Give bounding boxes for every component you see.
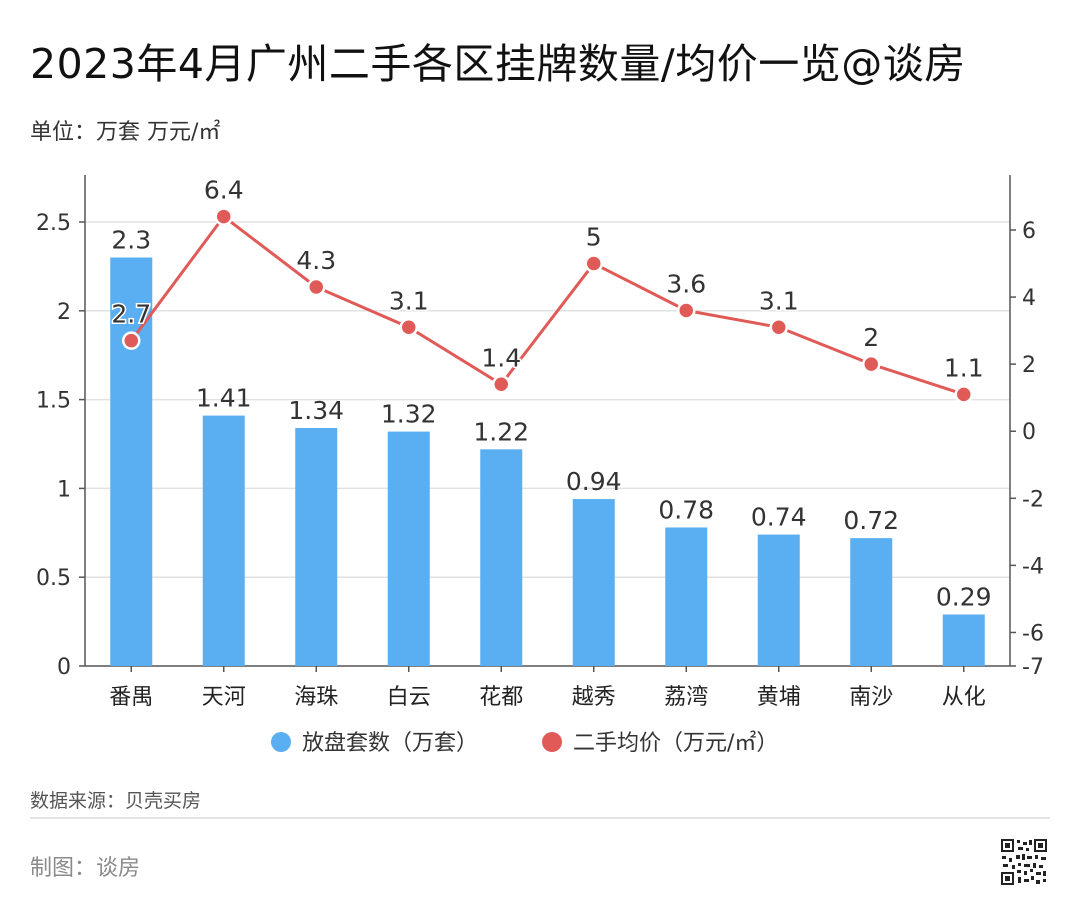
bar bbox=[202, 415, 245, 666]
price-point bbox=[769, 318, 788, 337]
bar bbox=[110, 257, 153, 666]
bar bbox=[295, 428, 338, 666]
legend-line-label: 二手均价（万元/㎡） bbox=[573, 730, 778, 756]
data-source: 数据来源：贝壳买房 bbox=[30, 790, 202, 812]
y-right-tick-label: -7 bbox=[1022, 655, 1044, 680]
qr-code-icon[interactable] bbox=[1000, 838, 1048, 886]
x-tick-label: 番禺 bbox=[109, 685, 153, 710]
price-value-label: 4.3 bbox=[296, 246, 336, 275]
price-value-label: 3.1 bbox=[389, 286, 429, 315]
bar-value-label: 1.34 bbox=[288, 396, 344, 425]
unit-label: 单位：万套 万元/㎡ bbox=[30, 120, 221, 145]
x-tick-label: 花都 bbox=[479, 685, 523, 710]
bar-value-label: 1.32 bbox=[381, 400, 437, 429]
y-left-tick-label: 2.5 bbox=[36, 211, 71, 236]
y-right-tick-label: -6 bbox=[1022, 621, 1044, 646]
price-point bbox=[677, 301, 696, 320]
y-left-tick-label: 1.5 bbox=[36, 389, 71, 414]
price-value-label: 6.4 bbox=[204, 176, 244, 205]
price-line bbox=[130, 215, 965, 396]
x-tick-label: 白云 bbox=[387, 685, 431, 710]
y-right-tick-label: -2 bbox=[1022, 487, 1044, 512]
price-value-label: 3.6 bbox=[666, 269, 706, 298]
chart-title: 2023年4月广州二手各区挂牌数量/均价一览@谈房 bbox=[30, 40, 966, 88]
price-point bbox=[307, 277, 326, 297]
bar-value-label: 0.78 bbox=[658, 495, 714, 524]
price-value-label: 1.4 bbox=[481, 343, 521, 372]
chart-credit: 制图：谈房 bbox=[30, 856, 141, 881]
x-tick-label: 海珠 bbox=[294, 685, 338, 710]
price-value-label: 1.1 bbox=[944, 353, 984, 382]
x-tick-label: 从化 bbox=[942, 685, 986, 710]
y-left-tick-label: 0 bbox=[57, 655, 71, 680]
y-right-tick-label: 0 bbox=[1022, 420, 1036, 445]
bar bbox=[387, 431, 430, 666]
bar-value-label: 0.94 bbox=[566, 467, 622, 496]
price-value-label: 3.1 bbox=[759, 286, 799, 315]
y-right-tick-label: -4 bbox=[1022, 554, 1044, 579]
price-point bbox=[214, 207, 233, 226]
price-point bbox=[492, 375, 511, 394]
y-right-tick-label: 6 bbox=[1022, 219, 1036, 244]
bar-value-label: 0.29 bbox=[936, 582, 992, 611]
bar bbox=[757, 534, 800, 666]
bar-value-label: 0.74 bbox=[751, 503, 807, 532]
price-point bbox=[954, 385, 973, 404]
legend-bar-marker bbox=[271, 732, 291, 752]
price-value-label: 2 bbox=[863, 323, 879, 352]
bar bbox=[850, 538, 893, 666]
bar bbox=[572, 499, 615, 666]
price-point bbox=[584, 254, 603, 273]
y-left-tick-label: 2 bbox=[57, 300, 71, 325]
y-right-tick-label: 4 bbox=[1022, 286, 1036, 311]
y-left-tick-label: 0.5 bbox=[36, 566, 71, 591]
price-value-label: 5 bbox=[586, 223, 602, 252]
bar bbox=[665, 527, 708, 666]
bar-value-label: 1.22 bbox=[473, 417, 529, 446]
bar-line-chart: 0 0.5 1 1.5 2 2.5 -7 -6 -4 -2 0 2 4 6 番禺 天河 海珠 白云 花都 越秀 荔湾 黄埔… bbox=[36, 174, 1044, 756]
y-right-tick-label: 2 bbox=[1022, 353, 1036, 378]
bar bbox=[480, 449, 523, 666]
price-point bbox=[399, 318, 418, 337]
legend-line-marker bbox=[542, 732, 562, 752]
bar-value-label: 0.72 bbox=[843, 506, 899, 535]
price-point bbox=[862, 354, 881, 374]
bar-value-label: 2.3 bbox=[111, 226, 151, 255]
x-tick-label: 天河 bbox=[202, 685, 246, 710]
price-value-label: 2.7 bbox=[111, 300, 151, 329]
price-point bbox=[122, 331, 141, 350]
x-tick-label: 南沙 bbox=[849, 685, 893, 710]
bar-value-label: 1.41 bbox=[196, 384, 252, 413]
bar bbox=[942, 614, 985, 666]
x-tick-label: 黄埔 bbox=[757, 685, 801, 710]
x-tick-label: 越秀 bbox=[572, 685, 616, 710]
y-left-tick-label: 1 bbox=[57, 477, 71, 502]
footer-divider bbox=[30, 817, 1050, 819]
x-tick-label: 荔湾 bbox=[664, 685, 708, 710]
legend-bar-label: 放盘套数（万套） bbox=[302, 731, 478, 756]
